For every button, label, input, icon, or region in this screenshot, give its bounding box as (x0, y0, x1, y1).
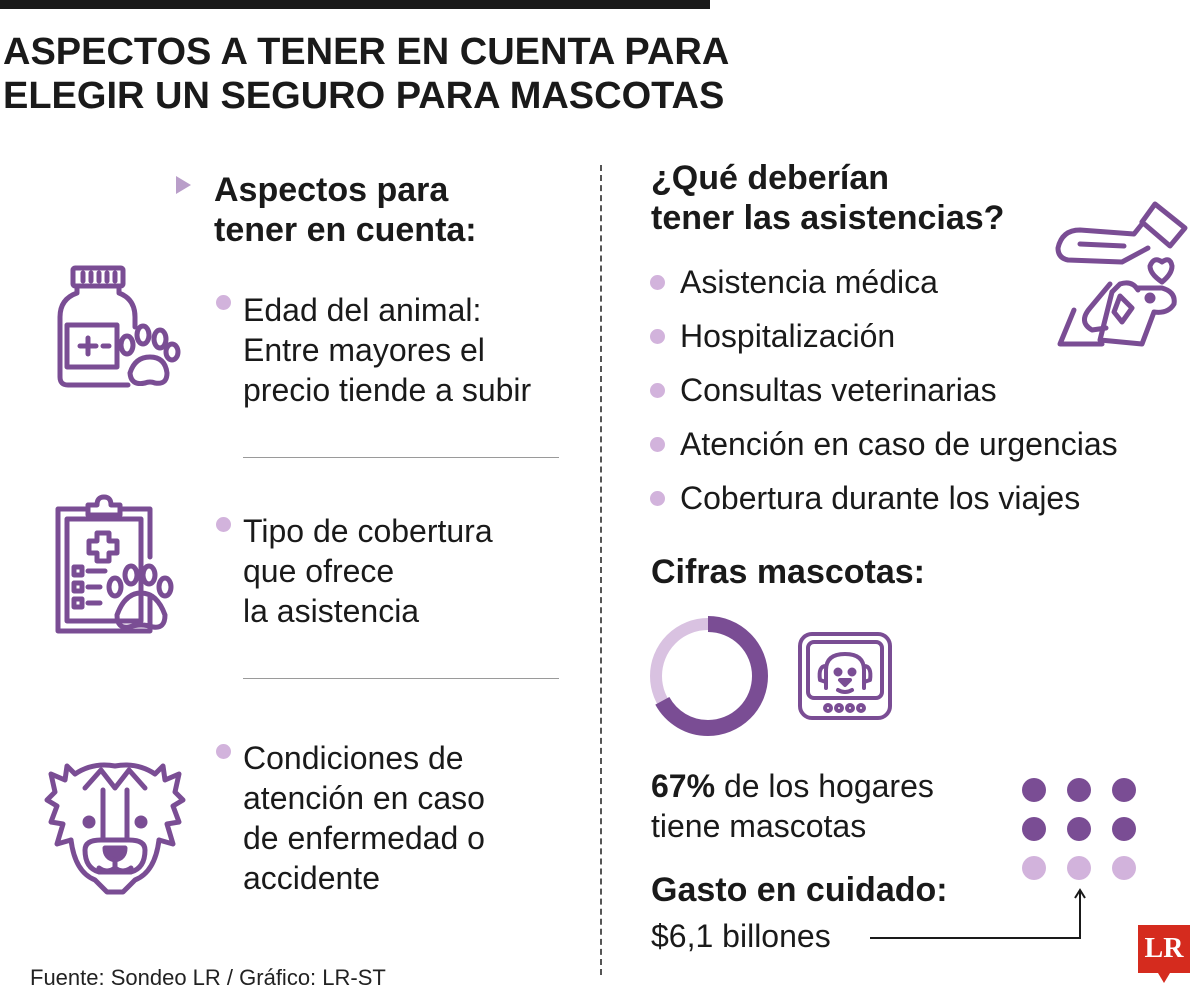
aspect-3-line-1: Condiciones de (243, 740, 464, 776)
assistance-label: Cobertura durante los viajes (680, 480, 1081, 516)
aspect-1-line-3: precio tiende a subir (243, 372, 532, 408)
right-heading-line-1: ¿Qué deberían (651, 159, 890, 197)
aspect-item-2: Tipo de cobertura que ofrece la asistenc… (243, 511, 493, 631)
dot-filled (1067, 817, 1091, 841)
left-section-heading: Aspectos para tener en cuenta: (214, 170, 477, 250)
dot-filled (1022, 817, 1046, 841)
cifras-heading: Cifras mascotas: (651, 553, 926, 591)
left-heading-line-1: Aspectos para (214, 171, 449, 209)
dot-empty (1022, 856, 1046, 880)
right-heading-line-2: tener las asistencias? (651, 199, 1005, 237)
dog-face-icon (44, 762, 186, 895)
title-line-1: ASPECTOS A TENER EN CUENTA PARA (3, 31, 730, 73)
aspect-1-line-1: Edad del animal: (243, 292, 482, 328)
bullet-dot (216, 517, 231, 532)
bullet-dot (216, 295, 231, 310)
donut-chart (648, 616, 768, 736)
dot-filled (1067, 778, 1091, 802)
medicine-bottle-paw-icon (57, 265, 181, 388)
dot-empty (1112, 856, 1136, 880)
bullet-dot (650, 383, 665, 398)
left-heading-line-2: tener en cuenta: (214, 211, 477, 249)
assistance-label: Consultas veterinarias (680, 372, 997, 408)
dot-empty (1067, 856, 1091, 880)
column-divider (600, 165, 602, 975)
separator (243, 678, 559, 679)
connector-arrow (870, 888, 1086, 939)
aspect-item-1: Edad del animal: Entre mayores el precio… (243, 290, 531, 410)
triangle-marker-icon (176, 176, 191, 194)
aspect-2-line-1: Tipo de cobertura (243, 513, 493, 549)
hand-petting-dog-icon (1055, 201, 1188, 347)
aspect-2-line-2: que ofrece (243, 553, 395, 589)
bullet-dot (650, 275, 665, 290)
separator (243, 457, 559, 458)
households-percent: 67% (651, 768, 716, 804)
households-text: de los hogares (715, 768, 934, 804)
right-section-heading: ¿Qué deberían tener las asistencias? (651, 158, 1004, 238)
lr-logo: LR (1138, 925, 1190, 983)
gasto-value: $6,1 billones (651, 918, 831, 954)
clipboard-paw-icon (55, 494, 174, 634)
pet-carrier-icon (798, 632, 892, 720)
page-title: ASPECTOS A TENER EN CUENTA PARA ELEGIR U… (3, 30, 763, 118)
bullet-dot (650, 491, 665, 506)
households-stat: 67% de los hogares (651, 766, 934, 806)
aspect-3-line-4: accidente (243, 860, 380, 896)
aspect-item-3: Condiciones de atención en caso de enfer… (243, 738, 485, 898)
bullet-dot (216, 744, 231, 759)
bullet-dot (650, 437, 665, 452)
aspect-3-line-3: de enfermedad o (243, 820, 485, 856)
dot-filled (1022, 778, 1046, 802)
gasto-heading: Gasto en cuidado: (651, 871, 948, 909)
source-credit: Fuente: Sondeo LR / Gráfico: LR-ST (30, 965, 386, 990)
assistance-label: Asistencia médica (680, 264, 938, 300)
aspect-1-line-2: Entre mayores el (243, 332, 485, 368)
title-line-2: ELEGIR UN SEGURO PARA MASCOTAS (3, 75, 725, 117)
bullet-dot (650, 329, 665, 344)
dot-filled (1112, 778, 1136, 802)
donut-value-arc (648, 616, 768, 736)
dot-filled (1112, 817, 1136, 841)
assistance-label: Atención en caso de urgencias (680, 426, 1118, 462)
aspect-2-line-3: la asistencia (243, 593, 420, 629)
aspect-3-line-2: atención en caso (243, 780, 485, 816)
households-stat-line-2: tiene mascotas (651, 808, 867, 844)
assistance-label: Hospitalización (680, 318, 896, 354)
top-rule (0, 0, 710, 9)
